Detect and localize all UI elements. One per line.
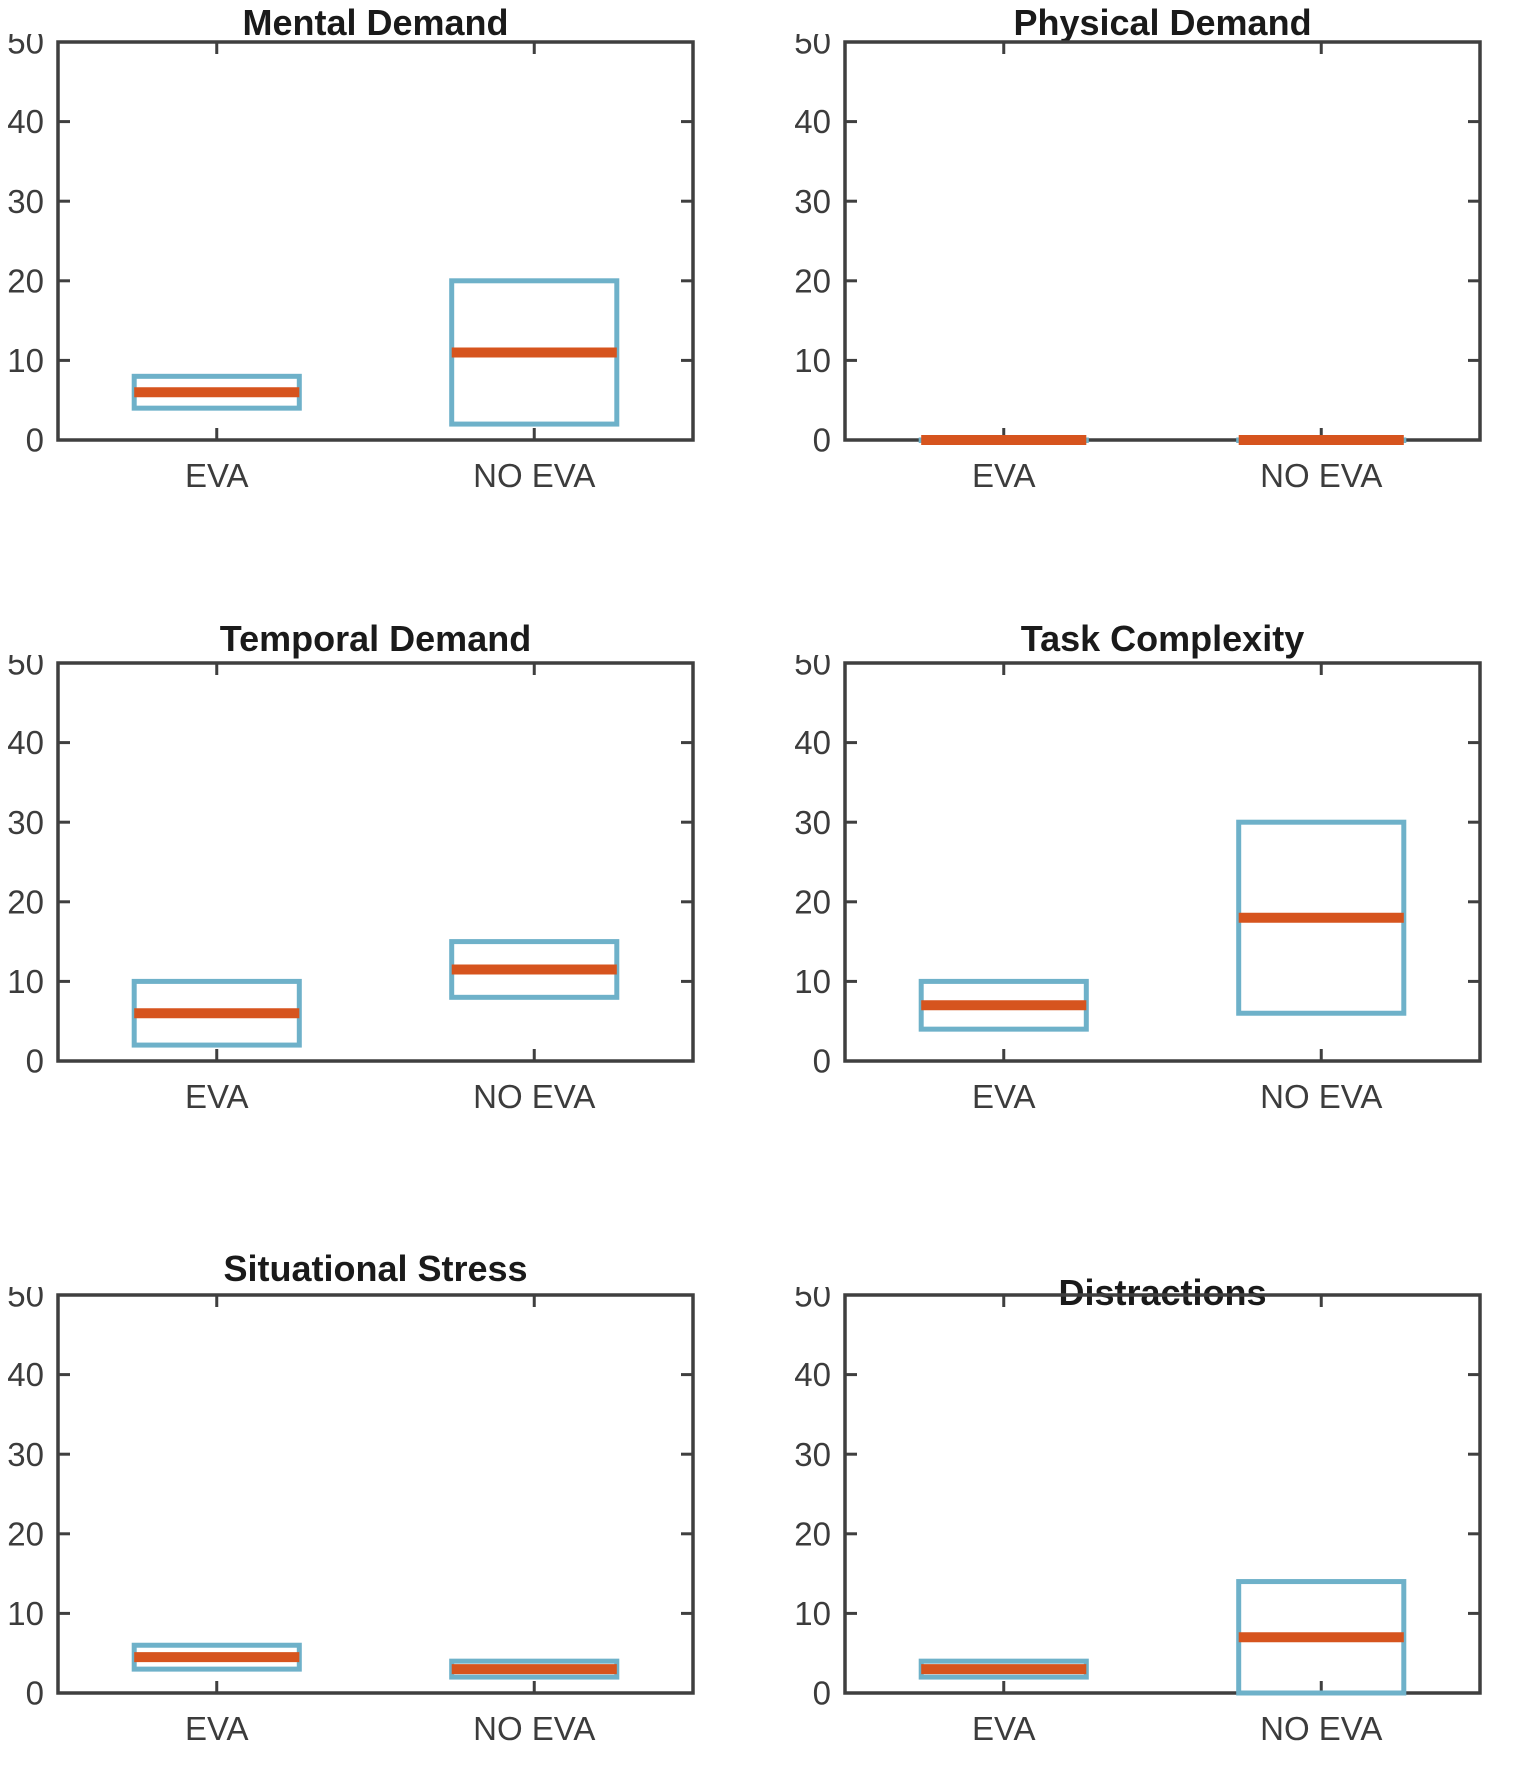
y-tick-label: 30 [7,804,44,841]
physical-demand-boxplot: 0 10 20 30 40 50 EVA NO EVA [794,34,1482,494]
temporal-demand-boxplot: 0 10 20 30 40 50 EVA NO EVA [7,655,695,1115]
box-no-eva [1236,819,1407,1016]
y-tick-label: 40 [794,103,831,140]
y-tick-label: 0 [813,1043,831,1080]
axis-box [843,661,1482,1063]
y-tick-label: 20 [794,883,831,920]
y-tick-label: 10 [7,1595,44,1632]
y-tick-label: 10 [794,342,831,379]
subplot-temporal-demand: Temporal Demand 0 10 20 30 40 50 EVA NO EVA [0,618,747,1163]
y-tick-label: 20 [794,262,831,299]
x-tick-label: EVA [972,1710,1036,1747]
y-tick-label: 40 [7,1356,44,1393]
y-tick-label: 10 [794,1595,831,1632]
x-tick-label: EVA [185,1710,249,1747]
y-tick-label: 40 [7,103,44,140]
x-tick-label: EVA [972,1078,1036,1115]
chart-title: Temporal Demand [219,618,532,659]
chart-title: Situational Stress [223,1248,528,1289]
mental-demand-boxplot: 0 10 20 30 40 50 EVA NO EVA [7,34,695,494]
y-tick-label: 20 [7,262,44,299]
chart-title: Mental Demand [242,2,509,43]
y-tick-label: 50 [7,34,44,61]
y-tick-label: 0 [26,422,44,459]
y-tick-label: 50 [794,655,831,682]
y-tick-label: 30 [7,1436,44,1473]
x-tick-label: NO EVA [1260,1078,1382,1115]
chart-title: Distractions [1058,1272,1267,1313]
chart-title: Physical Demand [1013,2,1312,43]
y-tick-label: 50 [7,655,44,682]
y-tick-label: 40 [794,1356,831,1393]
x-tick-label: NO EVA [473,1710,595,1747]
y-tick-label: 20 [7,1515,44,1552]
y-tick-label: 50 [794,34,831,61]
y-tick-label: 0 [26,1043,44,1080]
x-tick-label: NO EVA [1260,1710,1382,1747]
y-tick-label: 30 [794,1436,831,1473]
subplot-situational-stress: Situational Stress 0 10 20 30 40 50 EVA NO EVA [0,1248,747,1765]
y-tick-label: 40 [7,724,44,761]
y-tick-label: 0 [26,1675,44,1712]
x-tick-label: EVA [972,457,1036,494]
axis-box [56,1293,695,1695]
x-tick-label: NO EVA [473,1078,595,1115]
y-tick-label: 50 [794,1287,831,1314]
axis-box [56,661,695,1063]
y-tick-label: 20 [7,883,44,920]
y-tick-label: 30 [794,804,831,841]
y-tick-label: 30 [794,183,831,220]
y-tick-label: 10 [794,963,831,1000]
y-tick-label: 50 [7,1287,44,1314]
x-tick-label: EVA [185,457,249,494]
box-no-eva [1236,1579,1407,1696]
situational-stress-boxplot: 0 10 20 30 40 50 EVA NO EVA [7,1287,695,1747]
y-tick-label: 40 [794,724,831,761]
subplot-distractions: Distractions 0 10 20 30 40 50 EVA NO EVA [787,1248,1534,1765]
axis-box [843,40,1482,442]
y-tick-label: 0 [813,422,831,459]
subplot-physical-demand: Physical Demand 0 10 20 30 40 50 EVA NO EVA [787,2,1534,547]
y-tick-label: 20 [794,1515,831,1552]
x-tick-label: NO EVA [1260,457,1382,494]
x-tick-label: NO EVA [473,457,595,494]
y-tick-label: 10 [7,963,44,1000]
y-tick-label: 30 [7,183,44,220]
y-tick-label: 0 [813,1675,831,1712]
subplot-mental-demand: Mental Demand 0 10 20 30 40 50 EVA NO EVA [0,2,747,547]
y-tick-label: 10 [7,342,44,379]
axis-box [843,1293,1482,1695]
distractions-boxplot: 0 10 20 30 40 50 EVA NO EVA [794,1287,1482,1747]
subplot-task-complexity: Task Complexity 0 10 20 30 40 50 EVA NO EVA [787,618,1534,1163]
task-complexity-boxplot: 0 10 20 30 40 50 EVA NO EVA [794,655,1482,1115]
chart-title: Task Complexity [1020,618,1305,659]
axis-box [56,40,695,442]
x-tick-label: EVA [185,1078,249,1115]
